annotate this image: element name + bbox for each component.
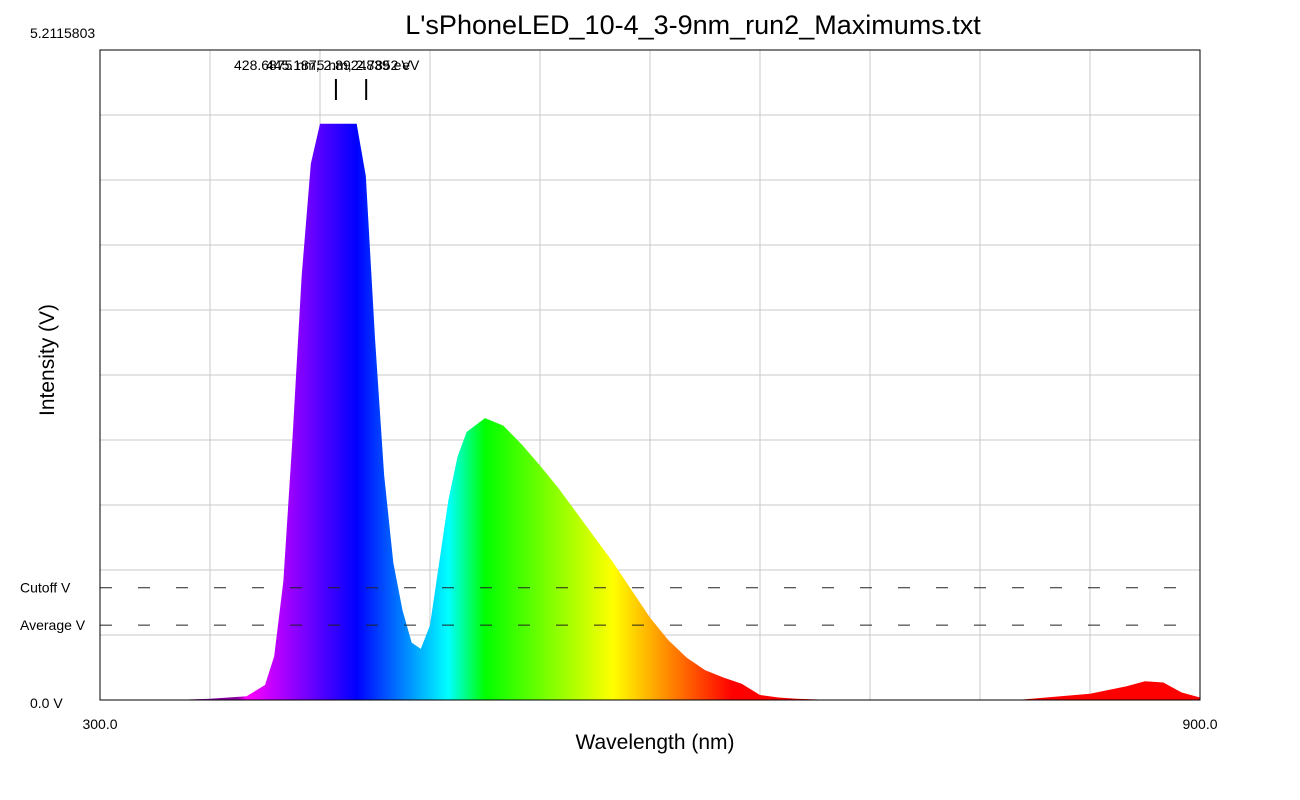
reference-lines bbox=[100, 587, 1200, 626]
y-axis-title: Intensity (V) bbox=[36, 304, 59, 416]
cutoff-label: Cutoff V bbox=[20, 580, 71, 596]
peak-markers bbox=[334, 79, 368, 100]
spectrum-area bbox=[100, 123, 1200, 700]
y-min-label: 0.0 V bbox=[30, 695, 63, 711]
grid bbox=[100, 50, 1200, 700]
y-max-label: 5.2115803 bbox=[30, 25, 95, 41]
average-label: Average V bbox=[20, 617, 86, 633]
x-min-label: 300.0 bbox=[82, 716, 117, 732]
x-max-label: 900.0 bbox=[1182, 716, 1217, 732]
peak-label-2: 445.1875 nm, 2.7852 eV bbox=[266, 57, 420, 73]
x-axis-title: Wavelength (nm) bbox=[575, 731, 734, 754]
plot-frame bbox=[99, 49, 1201, 701]
peak-label-1: 428.6875 nm, 2.8924839 eV bbox=[234, 57, 411, 73]
chart-title: L'sPhoneLED_10-4_3-9nm_run2_Maximums.txt bbox=[405, 10, 981, 40]
